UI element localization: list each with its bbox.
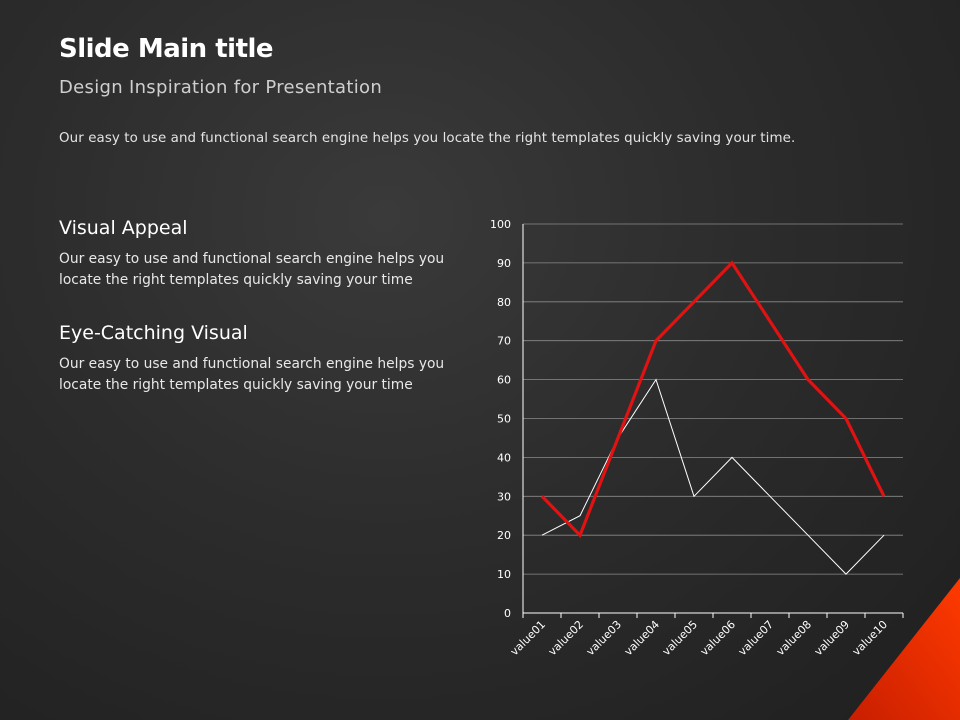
section-body: Our easy to use and functional search en… <box>59 251 445 288</box>
y-tick-label: 80 <box>497 296 511 309</box>
y-tick-label: 30 <box>497 490 511 503</box>
y-tick-label: 40 <box>497 451 511 464</box>
section-eye-catching-visual: Eye-Catching Visual Our easy to use and … <box>59 322 479 396</box>
section-heading: Visual Appeal <box>59 217 188 239</box>
x-tick-label: value06 <box>698 618 738 658</box>
section-visual-appeal: Visual Appeal Our easy to use and functi… <box>59 217 479 291</box>
x-tick-label: value05 <box>660 618 700 658</box>
y-tick-label: 10 <box>497 568 511 581</box>
corner-accent-shape <box>848 578 960 720</box>
intro-text: Our easy to use and functional search en… <box>59 131 796 146</box>
slide-subtitle: Design Inspiration for Presentation <box>59 77 383 98</box>
series-line-2 <box>541 378 885 575</box>
y-tick-label: 0 <box>504 607 511 620</box>
y-tick-label: 60 <box>497 374 511 387</box>
y-tick-label: 100 <box>490 218 511 231</box>
y-tick-label: 70 <box>497 335 511 348</box>
x-tick-label: value07 <box>736 618 776 658</box>
x-tick-label: value09 <box>812 618 852 658</box>
x-tick-label: value08 <box>774 618 814 658</box>
section-body: Our easy to use and functional search en… <box>59 356 445 393</box>
series-line-1 <box>540 260 886 539</box>
y-tick-label: 90 <box>497 257 511 270</box>
x-tick-label: value04 <box>622 618 662 658</box>
y-tick-label: 50 <box>497 413 511 426</box>
x-tick-label: value03 <box>584 618 624 658</box>
x-tick-label: value02 <box>546 618 586 658</box>
y-tick-label: 20 <box>497 529 511 542</box>
x-tick-label: value01 <box>508 618 548 658</box>
slide-title: Slide Main title <box>59 34 274 64</box>
section-heading: Eye-Catching Visual <box>59 322 248 344</box>
